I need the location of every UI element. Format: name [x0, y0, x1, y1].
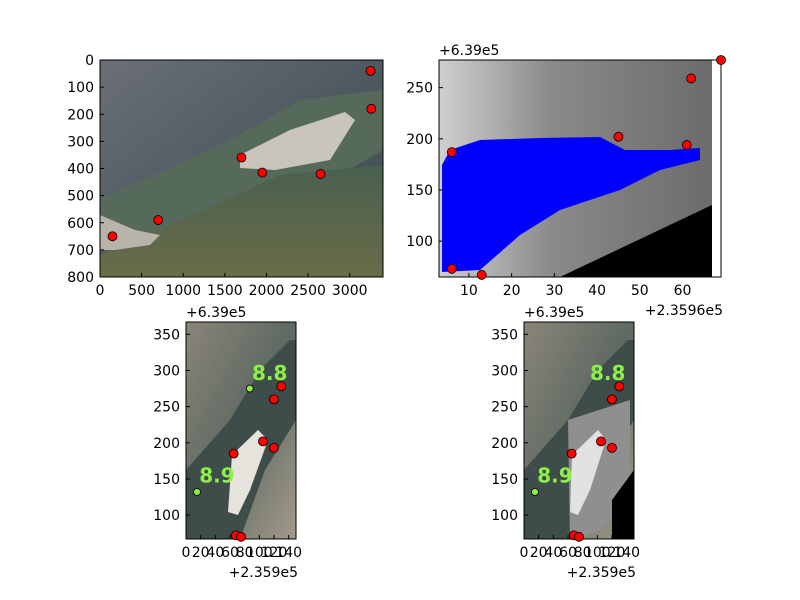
value-label: 8.9	[537, 464, 572, 488]
x-tick-label: 1000	[165, 283, 201, 299]
red-point	[366, 66, 375, 75]
red-point	[259, 437, 268, 446]
ortho-image	[186, 322, 296, 539]
x-tick-label: 2500	[290, 283, 326, 299]
panel-orthophoto: 0 20406080100120140100150200250300350+6.3…	[153, 305, 302, 581]
panel-dem-mask: 10 20 30 40 50 60 100 150 200 250 +6.39e5 +2.3596e5	[406, 43, 725, 319]
overlay-image	[524, 322, 634, 539]
red-point	[316, 169, 325, 178]
x-tick-label: 500	[128, 283, 155, 299]
x-tick-label: 10	[460, 283, 478, 299]
y-tick-label: 300	[67, 134, 94, 150]
x-tick-label: 0	[96, 283, 105, 299]
red-point	[608, 443, 617, 452]
y-tick-label: 200	[67, 107, 94, 123]
x-tick-label: 50	[631, 283, 649, 299]
x-tick-label: 2000	[249, 283, 285, 299]
x-tick-label: 140	[613, 545, 640, 561]
value-label: 8.9	[199, 464, 234, 488]
y-offset-label: +6.39e5	[186, 305, 246, 321]
dem-image	[439, 60, 721, 277]
x-offset-label: +2.3596e5	[645, 303, 723, 319]
x-tick-label: 140	[275, 545, 302, 561]
value-label: 8.8	[590, 361, 625, 385]
y-tick-label: 300	[491, 363, 518, 379]
x-offset-label: +2.359e5	[567, 565, 636, 581]
y-tick-label: 100	[67, 80, 94, 96]
y-tick-label: 100	[491, 508, 518, 524]
red-point	[270, 443, 279, 452]
y-offset-label: +6.39e5	[524, 305, 584, 321]
red-point	[687, 74, 696, 83]
photo-image	[100, 60, 383, 277]
x-tick-label: 3000	[332, 283, 368, 299]
y-tick-label: 400	[67, 162, 94, 178]
y-tick-label: 800	[67, 270, 94, 286]
red-point	[477, 270, 486, 279]
red-point	[367, 104, 376, 113]
y-tick-label: 600	[67, 216, 94, 232]
red-point	[258, 168, 267, 177]
y-tick-label: 150	[406, 183, 433, 199]
value-label: 8.8	[252, 361, 287, 385]
red-point	[447, 264, 456, 273]
x-offset-label: +2.359e5	[229, 565, 298, 581]
y-tick-label: 100	[406, 234, 433, 250]
x-tick-label: 1500	[207, 283, 243, 299]
red-point	[717, 56, 726, 65]
red-point	[154, 216, 163, 225]
y-tick-label: 200	[153, 436, 180, 452]
y-tick-label: 250	[406, 81, 433, 97]
green-point	[194, 488, 201, 495]
y-tick-label: 300	[153, 363, 180, 379]
y-tick-label: 250	[153, 400, 180, 416]
y-tick-label: 100	[153, 508, 180, 524]
x-tick-label: 20	[503, 283, 521, 299]
x-tick-label: 0	[182, 545, 191, 561]
red-point	[614, 132, 623, 141]
red-point	[447, 148, 456, 157]
green-point	[532, 488, 539, 495]
red-point	[615, 382, 624, 391]
red-point	[597, 437, 606, 446]
y-tick-label: 250	[491, 400, 518, 416]
red-point	[608, 395, 617, 404]
y-tick-label: 150	[153, 472, 180, 488]
panel-orthophoto-overlay: 0 20406080100120140100150200250300350+6.3…	[491, 305, 640, 581]
y-tick-label: 350	[491, 327, 518, 343]
red-point	[237, 532, 246, 541]
y-tick-label: 350	[153, 327, 180, 343]
red-point	[270, 395, 279, 404]
x-tick-label: 40	[588, 283, 606, 299]
red-point	[682, 140, 691, 149]
red-point	[567, 449, 576, 458]
red-point	[229, 449, 238, 458]
y-tick-label: 200	[491, 436, 518, 452]
y-tick-label: 500	[67, 189, 94, 205]
y-tick-label: 700	[67, 243, 94, 259]
x-tick-label: 30	[545, 283, 563, 299]
red-point	[108, 232, 117, 241]
x-tick-label: 0	[520, 545, 529, 561]
panel-rgb-photo: 0 500 1000 1500 2000 2500 3000 0 100 200 300 400 500…	[67, 53, 383, 299]
red-point	[277, 382, 286, 391]
red-point	[575, 532, 584, 541]
y-tick-label: 150	[491, 472, 518, 488]
red-point	[237, 153, 246, 162]
green-point	[246, 385, 253, 392]
y-tick-label: 200	[406, 132, 433, 148]
x-tick-label: 60	[674, 283, 692, 299]
y-offset-label: +6.39e5	[439, 43, 499, 59]
y-tick-label: 0	[85, 53, 94, 69]
